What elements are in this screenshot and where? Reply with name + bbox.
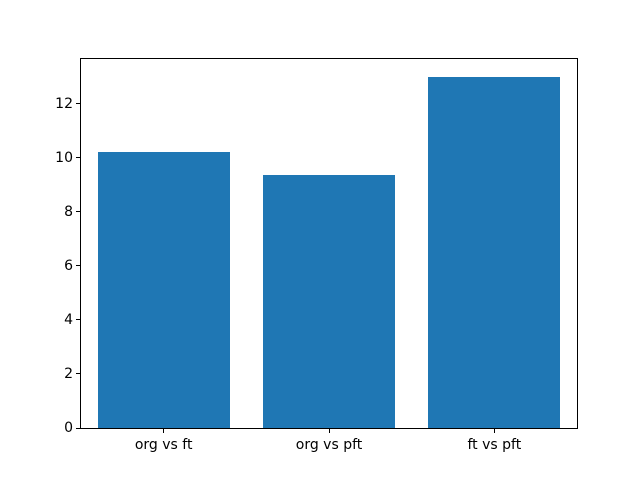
x-tick-mark <box>493 429 495 433</box>
y-tick-mark <box>76 427 80 429</box>
y-tick-label: 6 <box>64 257 73 274</box>
x-tick-label: org vs ft <box>134 437 193 453</box>
bar-ft-vs-pft <box>428 76 561 428</box>
y-tick-label: 4 <box>64 311 73 328</box>
x-tick-label: ft vs pft <box>467 437 522 453</box>
bar-org-vs-pft <box>262 175 396 428</box>
y-tick-label: 8 <box>64 203 73 220</box>
x-tick-mark <box>163 429 165 433</box>
y-tick-label: 0 <box>64 420 73 436</box>
y-tick-mark <box>76 103 80 105</box>
y-tick-label: 10 <box>55 149 73 166</box>
y-tick-label: 12 <box>55 95 73 112</box>
y-tick-mark <box>76 265 80 267</box>
y-tick-label: 2 <box>64 365 73 382</box>
bar-org-vs-ft <box>97 152 230 428</box>
x-tick-mark <box>328 429 330 433</box>
y-tick-mark <box>76 373 80 375</box>
x-tick-label: org vs pft <box>295 437 363 453</box>
plot-area: 0 2 4 6 8 10 12 org vs ft org vs pft ft vs pft <box>55 58 578 453</box>
y-tick-mark <box>76 211 80 213</box>
y-tick-mark <box>76 319 80 321</box>
y-tick-mark <box>76 157 80 159</box>
